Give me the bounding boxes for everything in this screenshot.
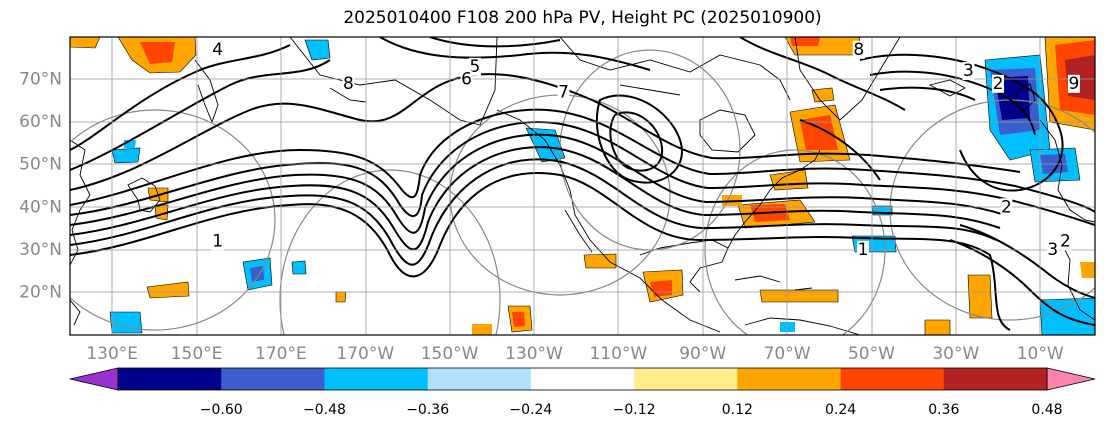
latitude-label: 30°N [19, 240, 62, 260]
plot-area [70, 37, 1095, 335]
colorbar-tick-label: 0.48 [1031, 402, 1062, 418]
longitude-label: 10°W [1017, 344, 1064, 364]
colorbar-swatch [427, 368, 532, 390]
contour-label-bg [211, 40, 224, 59]
contour-label: 6 [461, 70, 472, 90]
colorbar-tick-label: 0.12 [722, 402, 753, 418]
gridlines [70, 37, 1095, 335]
contour-label: 3 [963, 61, 974, 81]
colorbar-tick-label: 0.36 [928, 402, 959, 418]
contour-label: 1 [858, 240, 869, 260]
contour-label-bg [342, 74, 355, 93]
contour-label: 9 [1068, 74, 1079, 94]
contour-label-bg [1000, 198, 1013, 217]
latitude-label: 20°N [19, 282, 62, 302]
contour-label: 3 [1047, 240, 1058, 260]
colorbar-extension-low [69, 367, 119, 391]
longitude-label: 70°W [764, 344, 811, 364]
colorbar-swatch [221, 368, 325, 390]
height-contours [70, 37, 1095, 331]
contour-label: 2 [993, 74, 1004, 94]
colorbar-tick-label: 0.24 [825, 402, 856, 418]
contour-label-bg [962, 62, 975, 81]
contour-label-bg [1046, 240, 1059, 259]
colorbar-extension-high [1046, 367, 1096, 391]
latitude-label: 40°N [19, 197, 62, 217]
contour-label-bg [557, 83, 570, 102]
plot-frame [69, 36, 1096, 336]
contour-label-bg [852, 40, 865, 59]
longitude-label: 110°W [589, 344, 647, 364]
colorbar-tick-label: −0.48 [303, 402, 346, 418]
colorbar-swatch [737, 368, 842, 390]
colorbar-swatch [118, 368, 222, 390]
colorbar-tick-label: −0.36 [406, 402, 449, 418]
colorbar-tick-label: −0.24 [509, 402, 552, 418]
longitude-label: 90°W [679, 344, 726, 364]
contour-label: 8 [853, 40, 864, 60]
contour-label: 1 [212, 231, 223, 251]
contour-label-bg [460, 70, 473, 89]
contour-label-bg [1067, 74, 1080, 93]
colorbar-swatch [943, 368, 1048, 390]
longitude-label: 130°W [505, 344, 563, 364]
latitude-label: 70°N [19, 70, 62, 90]
contour-label-bg [991, 74, 1004, 93]
contour-label-bg [211, 232, 224, 251]
contour-label-bg [857, 240, 870, 259]
colorbar-swatch [324, 368, 429, 390]
longitude-label: 170°E [255, 344, 307, 364]
map-title: 2025010400 F108 200 hPa PV, Height PC (2… [343, 8, 822, 28]
colorbar-swatch [840, 368, 945, 390]
contour-label: 8 [343, 74, 354, 94]
contour-label: 4 [212, 40, 223, 60]
colorbar-tick-label: −0.12 [613, 402, 656, 418]
longitude-labels: 130°E 150°E 170°E 170°W 150°W 130°W 110°W 90°W 7… [86, 344, 1063, 364]
colorbar-swatch [634, 368, 738, 390]
contour-label: 7 [558, 82, 569, 102]
latitude-label: 50°N [19, 155, 62, 175]
longitude-label: 150°W [421, 344, 479, 364]
colorbar [69, 367, 1096, 391]
colorbar-tick-labels: −0.60 −0.48 −0.36 −0.24 −0.12 0.12 0.24 0.36 0.4… [200, 402, 1063, 418]
latitude-labels: 20°N 30°N 40°N 50°N 60°N 70°N [19, 70, 62, 303]
longitude-label: 50°W [848, 344, 895, 364]
longitude-label: 150°E [171, 344, 223, 364]
colorbar-tick-label: −0.60 [200, 402, 243, 418]
colorbar-swatch [530, 368, 635, 390]
contour-label: 2 [1060, 231, 1071, 251]
contour-label: 5 [470, 57, 481, 77]
contour-label-bg [1059, 232, 1072, 251]
longitude-label: 30°W [932, 344, 979, 364]
colorbar-frame [117, 367, 1048, 391]
contour-label: 2 [1001, 197, 1012, 217]
latitude-label: 60°N [19, 112, 62, 132]
longitude-label: 170°W [336, 344, 394, 364]
longitude-label: 130°E [86, 344, 138, 364]
